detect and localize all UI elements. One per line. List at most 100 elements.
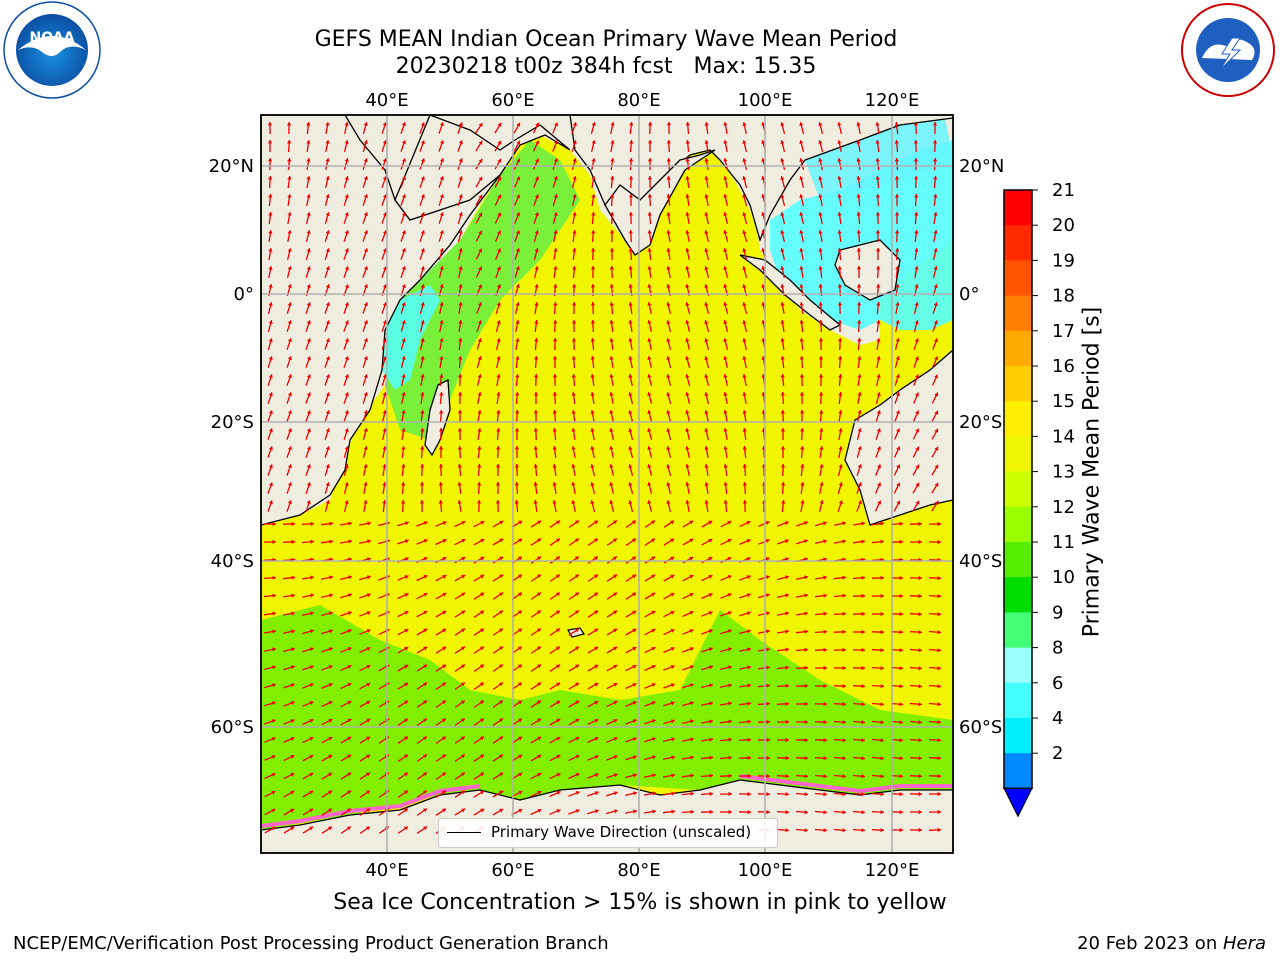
wave-arrow-head — [458, 194, 463, 199]
wave-arrow-head — [287, 302, 292, 307]
wave-arrow-head — [268, 230, 273, 234]
wave-arrow-head — [647, 176, 652, 180]
wave-arrow-head — [610, 158, 615, 162]
wave-arrow-head — [363, 320, 368, 325]
wave-arrow-head — [287, 248, 292, 252]
wave-arrow-head — [575, 809, 580, 814]
wave-arrow-head — [401, 482, 406, 486]
wave-arrow-head — [613, 737, 618, 741]
wave-arrow-head — [272, 611, 276, 616]
wave-arrow-head — [651, 701, 656, 706]
wave-arrow-head — [799, 176, 804, 180]
wave-arrow-head — [348, 575, 352, 580]
wave-arrow-head — [287, 158, 292, 162]
wave-arrow-head — [785, 810, 789, 815]
wave-arrow-head — [515, 230, 520, 235]
wave-arrow-head — [404, 646, 409, 651]
wave-arrow-head — [877, 482, 881, 487]
wave-arrow-head — [671, 809, 675, 814]
wave-arrow-head — [572, 266, 577, 270]
wave-arrow-head — [328, 647, 333, 652]
sea-ice-edge — [261, 784, 481, 828]
wave-arrow-head — [765, 593, 770, 598]
wave-arrow-head — [347, 772, 352, 777]
wave-arrow-head — [404, 610, 409, 615]
wave-arrow-head — [612, 520, 617, 525]
wave-arrow-head — [477, 356, 482, 361]
wave-arrow-head — [727, 611, 732, 616]
wave-arrow-head — [498, 646, 503, 651]
noaa-logo: NOAA — [3, 1, 101, 99]
wave-arrow-head — [287, 194, 292, 198]
footer-host: Hera — [1222, 933, 1266, 954]
wave-arrow-head — [536, 646, 541, 651]
wave-arrow-head — [918, 630, 922, 635]
wave-arrow-head — [480, 808, 485, 813]
wave-arrow-head — [799, 122, 804, 126]
wave-arrow-head — [518, 808, 523, 813]
wave-arrow-head — [309, 683, 314, 688]
wave-arrow-head — [856, 194, 861, 198]
wave-arrow-head — [575, 791, 580, 795]
wave-arrow-head — [780, 266, 785, 270]
wave-arrow-head — [818, 266, 823, 270]
wave-arrow-head — [423, 574, 428, 579]
wave-arrow-head — [439, 248, 444, 253]
wave-arrow-head — [728, 719, 732, 724]
wave-arrow-head — [537, 520, 542, 525]
wave-arrow-head — [746, 557, 751, 561]
wave-arrow-head — [937, 738, 941, 743]
top-lon-label: 80°E — [617, 90, 660, 111]
left-lat-label: 40°S — [211, 551, 254, 572]
wave-arrow-head — [709, 683, 713, 688]
wave-arrow-head — [799, 338, 804, 342]
wave-arrow-head — [804, 683, 808, 689]
wave-arrow-head — [723, 230, 728, 234]
wave-arrow-head — [880, 792, 884, 797]
wave-arrow-head — [837, 266, 842, 270]
wave-arrow-head — [875, 158, 880, 162]
wave-arrow-head — [271, 719, 276, 724]
wave-arrow-head — [610, 194, 615, 198]
wave-arrow-head — [766, 810, 770, 815]
wave-arrow-head — [842, 611, 846, 616]
wave-arrow-head — [704, 356, 709, 360]
wave-arrow-head — [420, 140, 425, 145]
wave-arrow-head — [515, 410, 520, 414]
colorbar-segment — [1004, 471, 1032, 508]
wave-arrow-head — [344, 158, 349, 162]
wave-arrow-head — [609, 284, 614, 288]
wave-arrow-head — [439, 176, 444, 181]
wave-arrow-head — [785, 755, 789, 761]
wave-arrow-head — [533, 392, 539, 396]
wave-arrow-head — [666, 230, 671, 234]
wave-arrow-head — [272, 647, 276, 652]
wave-arrow-head — [861, 611, 865, 617]
wave-arrow-head — [666, 446, 671, 450]
wave-arrow-head — [401, 176, 406, 181]
wave-arrow-head — [458, 338, 463, 342]
wave-arrow-head — [837, 284, 842, 288]
wave-arrow-head — [552, 500, 557, 504]
wave-arrow-head — [287, 320, 292, 325]
wave-arrow-head — [818, 140, 823, 144]
wave-arrow-head — [306, 248, 311, 253]
wave-arrow-head — [838, 500, 843, 505]
wave-arrow-head — [742, 248, 747, 252]
wave-arrow-head — [593, 574, 598, 579]
wave-arrow-head — [575, 682, 580, 687]
wave-arrow-head — [934, 482, 939, 487]
wave-arrow-head — [496, 356, 501, 360]
wave-arrow-head — [918, 702, 922, 707]
wave-arrow-head — [747, 665, 751, 670]
wave-arrow-head — [574, 592, 579, 597]
colorbar-tick-label: 2 — [1052, 743, 1063, 764]
wave-arrow-head — [856, 122, 861, 126]
wave-arrow-head — [575, 628, 579, 633]
wave-arrow-head — [366, 664, 371, 669]
wave-arrow-head — [766, 665, 770, 670]
wave-arrow-head — [306, 374, 311, 379]
wave-arrow-head — [708, 647, 713, 652]
wave-arrow-head — [685, 428, 690, 432]
wave-arrow-head — [290, 665, 295, 670]
